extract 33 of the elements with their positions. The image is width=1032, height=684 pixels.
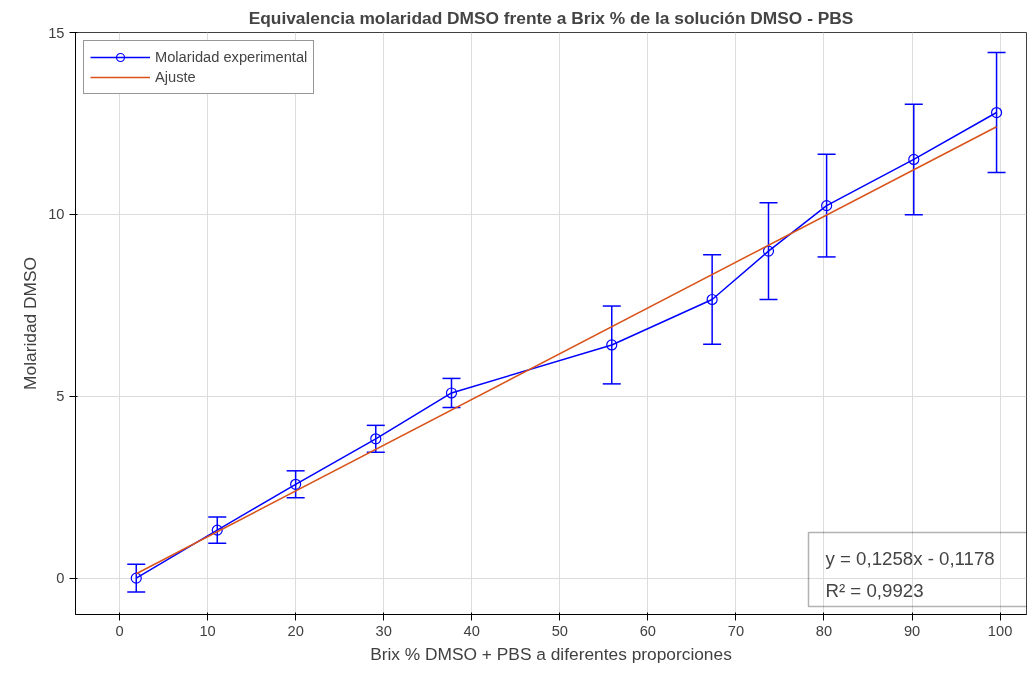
point: [908, 153, 920, 166]
y-tick-label: 5: [56, 388, 65, 405]
x-tick-label: 60: [639, 622, 657, 639]
x-tick-label: 0: [115, 622, 124, 639]
y-axis-title: Molaridad DMSO: [20, 257, 41, 390]
x-tick-label: 30: [375, 622, 392, 639]
chart-title: Equivalencia molaridad DMSO frente a Brix % de la solución DMSO - PBS: [248, 7, 854, 28]
point: [706, 293, 718, 306]
point: [821, 200, 833, 212]
y-tick-label: 10: [48, 206, 65, 223]
x-tick-label: 10: [199, 622, 216, 639]
x-tick-label: 80: [815, 622, 833, 639]
y-tick-label: 0: [56, 570, 65, 587]
x-tick-label: 20: [287, 622, 304, 639]
point: [130, 572, 142, 584]
legend-label: Molaridad experimental: [155, 49, 308, 65]
x-tick-label: 100: [987, 622, 1013, 639]
point: [990, 106, 1003, 119]
annotation: y = 0,1258x - 0,1178: [825, 547, 995, 569]
y-tick-label: 15: [48, 24, 65, 41]
point: [606, 339, 618, 351]
point: [290, 478, 302, 490]
annotation: R² = 0,9923: [825, 579, 924, 601]
x-tick-label: 40: [463, 622, 480, 639]
point: [762, 245, 775, 257]
point: [445, 387, 458, 399]
point: [211, 524, 223, 536]
x-tick-label: 90: [903, 622, 921, 639]
x-tick-label: 50: [551, 622, 568, 639]
point: [370, 433, 382, 445]
legend-label: Ajuste: [155, 69, 196, 85]
x-axis-title: Brix % DMSO + PBS a diferentes proporciones: [370, 643, 733, 664]
x-tick-label: 70: [727, 622, 745, 639]
